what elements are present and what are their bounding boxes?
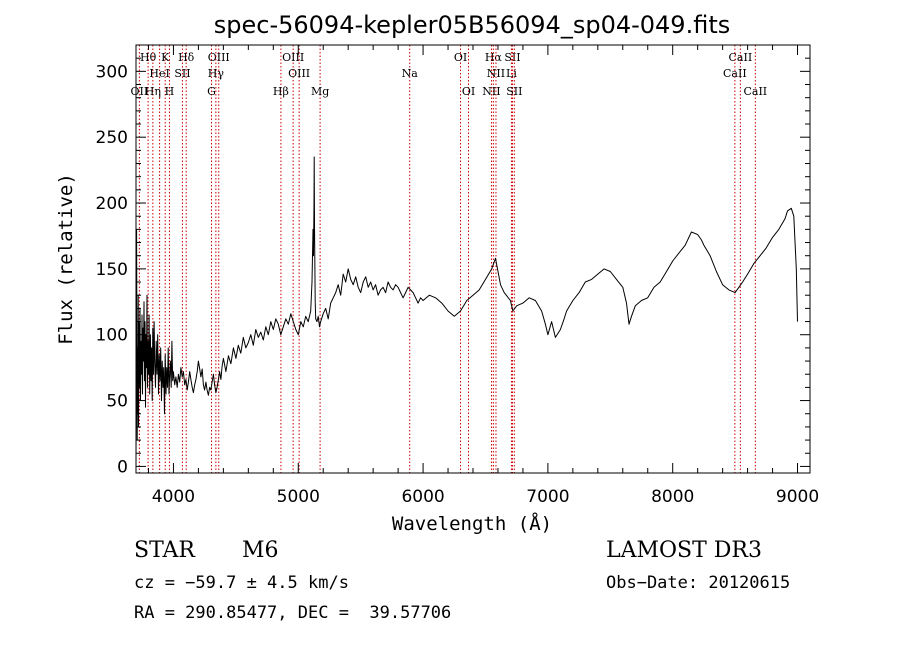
- y-tick-label: 200: [96, 194, 128, 214]
- marker-label: OI: [454, 51, 467, 64]
- y-tick-label: 50: [106, 392, 128, 412]
- marker-label: HeI: [149, 67, 169, 80]
- x-axis-ticks: 4000 5000 6000 7000 8000 9000: [147, 45, 819, 507]
- marker-label: CaII: [723, 67, 747, 80]
- y-tick-label: 300: [96, 62, 128, 82]
- x-tick-label: 7000: [526, 487, 569, 507]
- marker-label: Hη: [145, 85, 161, 98]
- marker-label: CaII: [729, 51, 753, 64]
- plot-frame: [135, 44, 811, 474]
- x-axis-label: Wavelength (Å): [392, 512, 552, 535]
- marker-label: Li: [506, 67, 517, 80]
- marker-label: Hβ: [273, 85, 289, 98]
- marker-label: SII: [174, 67, 190, 80]
- marker-label: OIII: [208, 51, 230, 64]
- marker-label: OI: [462, 85, 475, 98]
- redshift-cz: cz = −59.7 ± 4.5 km/s: [134, 573, 349, 593]
- x-tick-label: 8000: [651, 487, 694, 507]
- y-tick-label: 0: [117, 457, 128, 477]
- marker-label: Mg: [311, 85, 329, 98]
- x-tick-label: 9000: [776, 487, 819, 507]
- marker-label: G: [207, 85, 216, 98]
- spectrum-line: [135, 156, 798, 467]
- marker-label: Hδ: [178, 51, 195, 64]
- marker-label: SII: [506, 85, 522, 98]
- marker-label: Hγ: [208, 67, 225, 80]
- survey-name: LAMOST DR3: [606, 538, 762, 563]
- coordinates: RA = 290.85477, DEC = 39.57706: [134, 603, 452, 623]
- spectrum-plot: [135, 156, 798, 467]
- y-axis-ticks: 0 50 100 150 200 250 300: [96, 57, 810, 477]
- x-tick-label: 4000: [152, 487, 195, 507]
- x-tick-label: 6000: [401, 487, 444, 507]
- marker-label: K: [161, 51, 170, 64]
- chart-title: spec-56094-kepler05B56094_sp04-049.fits: [214, 11, 730, 39]
- marker-label: NII: [487, 67, 505, 80]
- object-type: STAR: [134, 538, 195, 563]
- marker-label: SII: [504, 51, 520, 64]
- marker-label: NII: [482, 85, 500, 98]
- spectral-subclass: M6: [242, 538, 279, 563]
- marker-label: OIII: [288, 67, 310, 80]
- marker-label: Na: [402, 67, 419, 80]
- marker-label: Hθ: [140, 51, 157, 64]
- y-axis-label: Flux (relative): [55, 173, 77, 345]
- y-tick-label: 100: [96, 326, 128, 346]
- marker-label: CaII: [743, 85, 767, 98]
- x-tick-label: 5000: [277, 487, 320, 507]
- marker-label: OII: [131, 85, 149, 98]
- y-tick-label: 250: [96, 128, 128, 148]
- y-tick-label: 150: [96, 260, 128, 280]
- marker-label: Hα: [485, 51, 503, 64]
- marker-label: H: [165, 85, 175, 98]
- marker-label: OIII: [282, 51, 304, 64]
- obs-date: Obs−Date: 20120615: [606, 573, 791, 593]
